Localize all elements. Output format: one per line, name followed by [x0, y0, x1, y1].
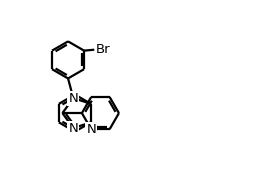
Text: N: N [68, 92, 78, 105]
Text: N: N [86, 123, 96, 136]
Text: N: N [68, 122, 78, 135]
Text: Br: Br [95, 43, 110, 56]
